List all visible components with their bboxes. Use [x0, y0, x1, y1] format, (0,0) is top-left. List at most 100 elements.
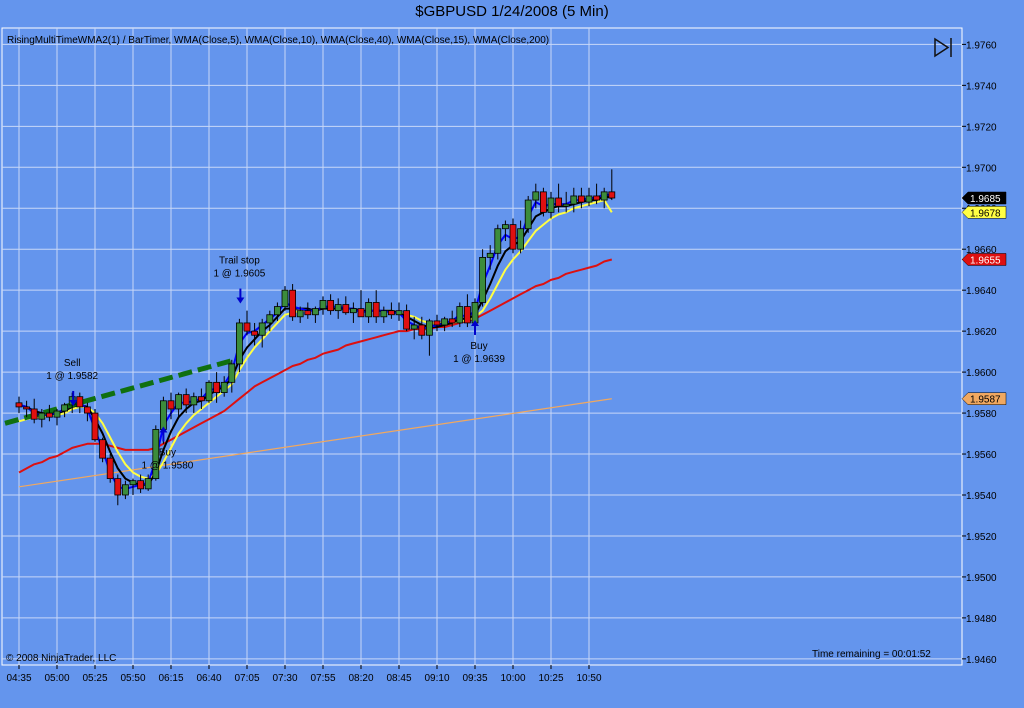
- candle-body: [471, 302, 479, 324]
- x-tick-label: 07:55: [310, 673, 335, 684]
- candle-body: [114, 478, 122, 496]
- y-tick-label: 1.9660: [966, 245, 997, 256]
- candle-body: [349, 308, 357, 314]
- annotation-label: Sell: [64, 358, 81, 369]
- candle-body: [456, 306, 464, 324]
- trade-annotation: Trail stop 1 @ 1.9605: [213, 256, 266, 304]
- candle-body: [501, 224, 509, 230]
- candle-body: [228, 363, 236, 383]
- wma40-value-badge: 1.9655: [961, 253, 1007, 266]
- y-tick-label: 1.9600: [966, 368, 997, 379]
- candle-body: [61, 404, 68, 412]
- x-tick-label: 08:20: [348, 673, 373, 684]
- arrow-head: [69, 399, 78, 406]
- candle-body: [311, 308, 319, 316]
- candle-body: [327, 300, 335, 312]
- candle-body: [243, 322, 251, 332]
- candle: [144, 474, 152, 491]
- candle-body: [76, 396, 84, 408]
- candle: [152, 425, 160, 481]
- candle-body: [175, 394, 183, 410]
- candle-body: [289, 289, 297, 318]
- wma5-value-badge: 1.9685: [961, 191, 1007, 205]
- candle: [501, 220, 509, 242]
- arrow-head: [471, 319, 479, 326]
- candle: [494, 224, 502, 260]
- candle: [357, 290, 365, 318]
- candle: [175, 392, 183, 418]
- y-tick-label: 1.9720: [966, 122, 997, 133]
- trade-annotations: Sell 1 @ 1.9582 Buy 1 @ 1.9580 Trail stop 1 @…: [46, 256, 505, 472]
- candle: [91, 408, 99, 442]
- candle: [220, 376, 228, 397]
- candle-body: [585, 195, 593, 203]
- candle-body: [600, 191, 608, 201]
- candle-body: [159, 400, 167, 430]
- candle-body: [144, 478, 152, 490]
- y-axis: 1.97601.97401.97201.97001.96801.96601.96…: [961, 40, 1007, 666]
- candle-body: [486, 252, 494, 258]
- candle: [441, 316, 449, 332]
- wma15-value-badge: 1.9678: [961, 206, 1007, 219]
- candle: [380, 306, 388, 323]
- candle: [84, 402, 91, 422]
- candle: [190, 392, 198, 414]
- candle: [46, 404, 53, 422]
- candle-body: [608, 191, 616, 199]
- plot-area: [1, 27, 963, 666]
- candle: [296, 306, 304, 323]
- candle-body: [296, 310, 304, 318]
- trade-annotation: Buy 1 @ 1.9639: [453, 319, 505, 365]
- badge-shape: [961, 253, 1007, 266]
- candle: [23, 400, 31, 418]
- candle: [251, 322, 259, 346]
- x-tick-label: 04:35: [6, 673, 31, 684]
- y-tick-label: 1.9520: [966, 532, 997, 543]
- candle: [555, 183, 562, 213]
- badge-shape: [961, 392, 1007, 405]
- candle-body: [137, 480, 145, 490]
- candle-body: [304, 310, 312, 316]
- y-tick-label: 1.9460: [966, 655, 997, 666]
- candle-body: [562, 203, 570, 207]
- candle: [289, 284, 297, 321]
- candle-body: [30, 408, 38, 420]
- badge-value: 1.9655: [970, 255, 1001, 266]
- candle-body: [517, 228, 524, 250]
- candle: [53, 408, 61, 426]
- badge-value: 1.9587: [970, 395, 1001, 406]
- candle-body: [53, 410, 61, 418]
- candle-body: [357, 308, 365, 318]
- candle: [235, 318, 243, 373]
- candle: [167, 392, 175, 420]
- candle: [281, 286, 289, 311]
- annotation-price: 1 @ 1.9639: [453, 354, 505, 365]
- candle-body: [380, 310, 388, 318]
- candle: [410, 316, 418, 340]
- copyright-text: © 2008 NinjaTrader, LLC: [6, 653, 116, 664]
- candle-body: [319, 300, 327, 310]
- candle: [608, 169, 616, 201]
- candle-body: [570, 195, 578, 205]
- candle: [197, 388, 205, 409]
- candle: [532, 183, 540, 209]
- badge-shape: [961, 191, 1007, 205]
- candle: [403, 304, 411, 332]
- candle: [205, 380, 213, 403]
- candle: [479, 249, 487, 307]
- play-icon[interactable]: [931, 36, 957, 58]
- y-tick-label: 1.9480: [966, 614, 997, 625]
- candle: [365, 298, 373, 323]
- candle: [486, 245, 494, 270]
- candle: [349, 302, 357, 323]
- wma200-value-badge: 1.9587: [961, 392, 1007, 406]
- candle-body: [190, 396, 198, 406]
- candle: [137, 474, 145, 493]
- arrow-head: [159, 426, 168, 433]
- candle-body: [251, 330, 259, 336]
- badge-value: 1.9678: [970, 208, 1001, 219]
- candle-body: [425, 320, 433, 336]
- candle-body: [122, 484, 129, 496]
- candle-body: [334, 304, 342, 312]
